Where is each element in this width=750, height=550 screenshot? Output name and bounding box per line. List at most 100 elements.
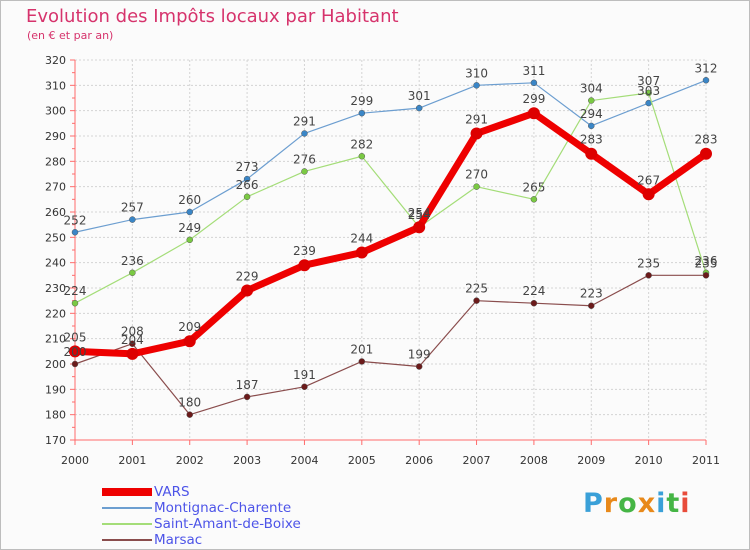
data-point-vars <box>183 335 196 348</box>
data-label-marsac: 200 <box>64 345 87 359</box>
data-label-marsac: 191 <box>293 368 316 382</box>
data-point-saint-amant-de-boixe <box>473 183 480 190</box>
data-label-vars: 283 <box>580 133 603 147</box>
data-label-montignac-charente: 257 <box>121 201 144 215</box>
x-tick-label: 2004 <box>290 454 318 467</box>
data-label-saint-amant-de-boixe: 236 <box>695 254 718 268</box>
data-point-vars <box>585 147 598 160</box>
data-point-vars <box>700 147 712 160</box>
x-tick-label: 2001 <box>118 454 146 467</box>
y-tick-label: 270 <box>45 181 66 194</box>
data-point-saint-amant-de-boixe <box>186 236 193 244</box>
data-point-marsac <box>530 299 538 307</box>
data-label-marsac: 201 <box>350 342 373 356</box>
data-point-vars <box>527 107 540 120</box>
data-point-montignac-charente <box>129 216 136 223</box>
y-tick-label: 290 <box>45 130 66 143</box>
series-line-marsac <box>74 274 707 416</box>
data-point-marsac <box>186 411 193 418</box>
x-tick-label: 2003 <box>233 454 261 467</box>
data-label-marsac: 187 <box>236 378 259 392</box>
data-label-saint-amant-de-boixe: 307 <box>637 74 660 88</box>
data-label-vars: 267 <box>637 173 660 187</box>
x-tick-label: 2007 <box>463 454 491 467</box>
data-label-montignac-charente: 273 <box>236 160 259 174</box>
data-label-layer: 252 257 260 273 291 299 301 310 311 294 303 312 224 2… <box>64 61 718 409</box>
legend-item-vars: VARS <box>102 484 362 500</box>
y-tick-label: 240 <box>45 257 66 270</box>
x-tick-label: 2010 <box>635 454 663 467</box>
legend-label: Marsac <box>154 532 203 548</box>
data-point-montignac-charente <box>301 130 308 137</box>
y-tick-label: 300 <box>45 105 66 118</box>
data-point-saint-amant-de-boixe <box>71 299 79 307</box>
data-point-saint-amant-de-boixe <box>129 269 136 277</box>
data-label-saint-amant-de-boixe: 276 <box>293 152 316 166</box>
y-tick-label: 190 <box>45 383 66 396</box>
x-tick-label: 2006 <box>405 454 433 467</box>
legend-swatch <box>102 507 152 509</box>
data-label-saint-amant-de-boixe: 224 <box>64 284 87 298</box>
data-point-saint-amant-de-boixe <box>588 97 595 104</box>
logo-letter: o <box>618 488 638 519</box>
y-tick-label: 230 <box>45 282 66 295</box>
y-tick-label: 220 <box>45 307 66 320</box>
data-label-montignac-charente: 291 <box>293 114 316 128</box>
data-label-vars: 229 <box>236 270 259 284</box>
logo-letter: P <box>583 488 604 519</box>
data-label-montignac-charente: 299 <box>350 94 373 108</box>
series-layer <box>69 77 712 418</box>
data-point-vars <box>298 259 311 272</box>
chart-subtitle: (en € et par an) <box>27 29 114 42</box>
legend-item-saint-amant-de-boixe: Saint-Amant-de-Boixe <box>102 516 362 532</box>
data-label-vars: 205 <box>64 330 87 344</box>
data-label-montignac-charente: 312 <box>695 61 718 75</box>
data-point-montignac-charente <box>358 109 366 117</box>
data-point-marsac <box>473 297 480 304</box>
data-point-marsac <box>588 302 595 309</box>
data-point-vars <box>69 345 81 358</box>
data-label-saint-amant-de-boixe: 236 <box>121 254 144 268</box>
data-label-montignac-charente: 310 <box>465 66 488 80</box>
data-point-marsac <box>71 360 79 368</box>
data-point-marsac <box>243 393 251 401</box>
data-label-saint-amant-de-boixe: 249 <box>178 221 201 235</box>
data-label-montignac-charente: 303 <box>637 84 660 98</box>
y-tick-label: 260 <box>45 206 66 219</box>
data-label-marsac: 180 <box>178 396 201 410</box>
data-point-montignac-charente <box>588 122 595 130</box>
grid-layer <box>74 59 707 441</box>
data-point-saint-amant-de-boixe <box>301 168 308 175</box>
data-label-montignac-charente: 260 <box>178 193 201 207</box>
data-label-marsac: 235 <box>695 256 718 270</box>
data-label-vars: 244 <box>350 232 373 246</box>
series-line-saint-amant-de-boixe <box>74 92 707 304</box>
logo-letter: i <box>656 488 667 519</box>
data-point-saint-amant-de-boixe <box>645 89 652 97</box>
data-point-montignac-charente <box>702 77 710 84</box>
data-label-saint-amant-de-boixe: 266 <box>236 178 259 192</box>
data-point-montignac-charente <box>243 175 251 183</box>
data-label-marsac: 225 <box>465 282 488 296</box>
y-tick-label: 310 <box>45 79 66 92</box>
data-point-saint-amant-de-boixe <box>243 193 251 201</box>
legend-swatch <box>102 488 152 496</box>
data-point-saint-amant-de-boixe <box>358 153 366 160</box>
data-label-marsac: 208 <box>121 325 144 339</box>
y-tick-label: 280 <box>45 155 66 168</box>
x-tick-label: 2011 <box>692 454 720 467</box>
data-point-saint-amant-de-boixe <box>530 196 538 203</box>
data-label-saint-amant-de-boixe: 282 <box>350 137 373 151</box>
data-label-marsac: 224 <box>522 284 545 298</box>
data-point-montignac-charente <box>415 104 423 112</box>
data-label-vars: 204 <box>121 333 144 347</box>
data-label-montignac-charente: 301 <box>408 89 431 103</box>
data-point-vars <box>241 284 254 297</box>
data-point-vars <box>355 246 368 259</box>
data-label-saint-amant-de-boixe: 304 <box>580 82 603 96</box>
x-tick-label: 2008 <box>520 454 548 467</box>
data-label-saint-amant-de-boixe: 265 <box>522 180 545 194</box>
proxiti-logo: Proxiti <box>583 488 691 519</box>
data-point-vars <box>470 127 483 140</box>
data-label-saint-amant-de-boixe: 254 <box>408 208 431 222</box>
